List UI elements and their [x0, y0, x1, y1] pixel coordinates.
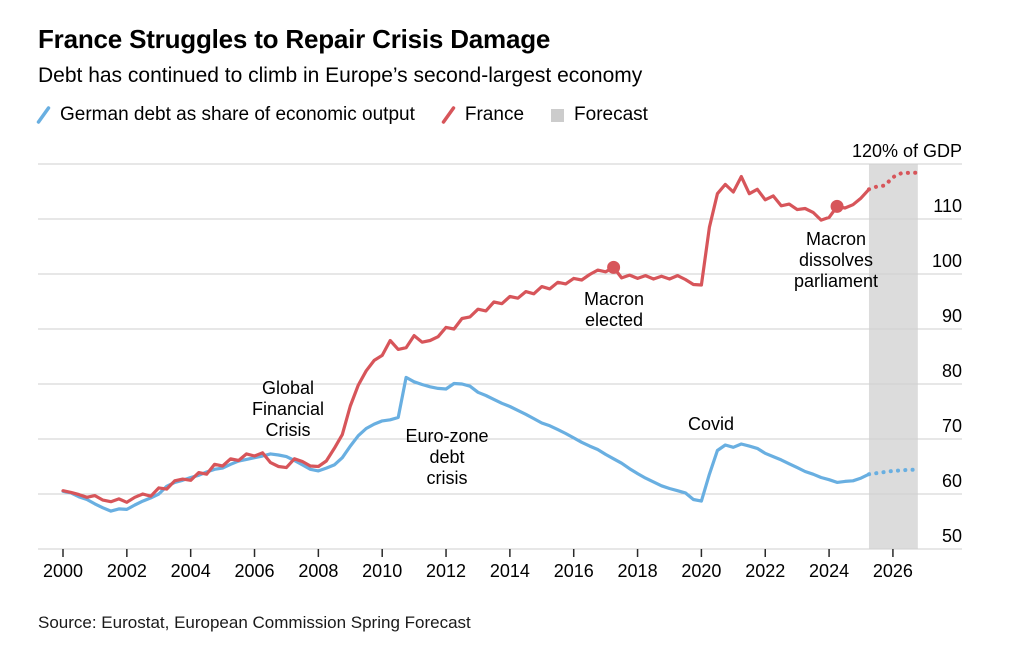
y-axis-label-80: 80: [942, 361, 962, 381]
series-forecast-france: [867, 170, 919, 192]
annotation-euro-zone-debt-crisis: Euro-zone debt crisis: [405, 426, 489, 488]
annotation-macron-elected: Macron elected: [583, 289, 645, 330]
x-axis-label-2008: 2008: [298, 561, 338, 581]
x-axis-label-2012: 2012: [426, 561, 466, 581]
y-axis-unit-label: 120% of GDP: [852, 141, 962, 161]
legend-label-germany: German debt as share of economic output: [60, 104, 415, 125]
france-line-swatch-icon: [441, 106, 456, 124]
series-forecast-germany: [867, 467, 919, 477]
x-axis-label-2026: 2026: [873, 561, 913, 581]
annotation-global-financial-crisis: Global Financial Crisis: [251, 378, 325, 440]
legend-label-forecast: Forecast: [574, 104, 648, 125]
x-axis-label-2002: 2002: [107, 561, 147, 581]
y-axis-label-100: 100: [932, 251, 962, 271]
x-axis-label-2024: 2024: [809, 561, 849, 581]
legend-label-france: France: [464, 104, 525, 125]
legend-item-france: France: [441, 104, 524, 126]
germany-line-swatch-icon: [36, 106, 51, 124]
chart-subtitle: Debt has continued to climb in Europe’s …: [38, 64, 643, 87]
marker-macron-elected: [607, 260, 621, 274]
legend-item-germany: German debt as share of economic output: [36, 104, 415, 126]
y-axis-label-110: 110: [933, 196, 962, 216]
y-axis-label-60: 60: [942, 471, 962, 491]
y-axis-label-90: 90: [942, 306, 962, 326]
x-axis-label-2006: 2006: [234, 561, 274, 581]
marker-macron-dissolves-parliament: [830, 199, 844, 213]
source-note: Source: Eurostat, European Commission Sp…: [38, 613, 471, 632]
x-axis-label-2016: 2016: [554, 561, 594, 581]
annotation-macron-dissolves-parliament: Macron dissolves parliament: [793, 229, 879, 291]
legend-item-forecast: Forecast: [550, 104, 648, 126]
y-axis-label-70: 70: [942, 416, 962, 436]
x-axis-label-2004: 2004: [171, 561, 211, 581]
annotation-covid: Covid: [687, 414, 735, 434]
forecast-band: [868, 164, 918, 549]
x-axis-label-2018: 2018: [618, 561, 658, 581]
series-line-france: [61, 175, 871, 504]
x-axis-label-2010: 2010: [362, 561, 402, 581]
y-axis-label-50: 50: [942, 526, 962, 546]
x-axis-label-2000: 2000: [43, 561, 83, 581]
x-axis-label-2014: 2014: [490, 561, 530, 581]
x-axis-label-2022: 2022: [745, 561, 785, 581]
chart-title: France Struggles to Repair Crisis Damage: [38, 24, 551, 54]
x-axis-label-2020: 2020: [681, 561, 721, 581]
legend: German debt as share of economic output F…: [36, 104, 648, 126]
forecast-swatch-icon: [551, 109, 565, 122]
